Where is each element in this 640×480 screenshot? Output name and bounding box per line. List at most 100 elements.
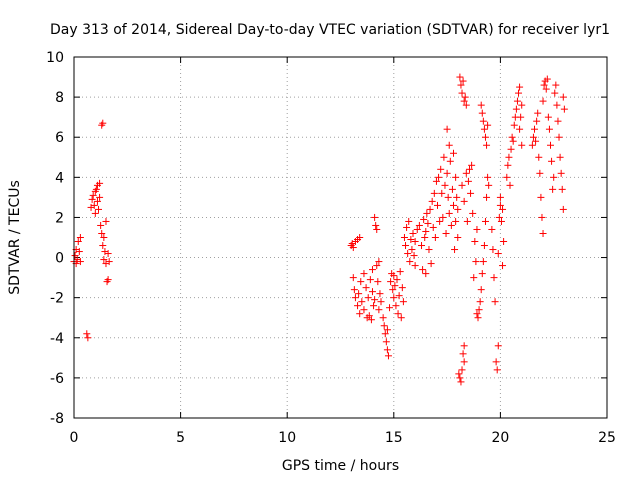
grid-lines (74, 57, 607, 418)
data-point (389, 286, 397, 294)
data-point (443, 169, 451, 177)
data-point (383, 326, 391, 334)
data-point (377, 298, 385, 306)
data-point (451, 246, 459, 254)
data-point (484, 121, 492, 129)
data-point (349, 244, 357, 252)
data-point (517, 113, 525, 121)
data-point (463, 217, 471, 225)
data-point (404, 250, 412, 258)
x-tick-label: 5 (176, 430, 185, 446)
data-point (426, 205, 434, 213)
data-point (96, 193, 104, 201)
data-point (362, 284, 370, 292)
data-point (396, 268, 404, 276)
data-point (460, 342, 468, 350)
data-point (425, 246, 433, 254)
data-point (516, 83, 524, 91)
data-point (515, 89, 523, 97)
data-point (542, 85, 550, 93)
y-axis-label: SDTVAR / TECUs (7, 180, 23, 295)
data-point (394, 310, 402, 318)
data-point (408, 246, 416, 254)
data-point (461, 93, 469, 101)
data-point (355, 290, 363, 298)
data-point (393, 276, 401, 284)
data-point (423, 209, 431, 217)
data-point (495, 213, 503, 221)
data-point (480, 125, 488, 133)
data-point (365, 312, 373, 320)
data-point (424, 219, 432, 227)
data-point (379, 314, 387, 322)
data-point (443, 125, 451, 133)
axis-ticks (73, 56, 608, 419)
data-point (557, 169, 565, 177)
data-point (74, 238, 82, 246)
data-point (491, 298, 499, 306)
data-point (481, 217, 489, 225)
data-point (458, 181, 466, 189)
y-tick-label: -2 (50, 291, 64, 307)
data-point (535, 153, 543, 161)
data-point (471, 238, 479, 246)
data-point (366, 276, 374, 284)
data-point (354, 302, 362, 310)
data-point (464, 177, 472, 185)
data-point (399, 298, 407, 306)
x-tick-label: 10 (278, 430, 296, 446)
data-point (395, 292, 403, 300)
data-point (368, 266, 376, 274)
data-point (447, 221, 455, 229)
data-point (479, 117, 487, 125)
data-point (429, 223, 437, 231)
data-point (458, 366, 466, 374)
data-point (398, 284, 406, 292)
data-point (84, 334, 92, 342)
data-point (558, 185, 566, 193)
data-point (83, 330, 91, 338)
data-point (512, 105, 520, 113)
data-point (462, 101, 470, 109)
data-point (556, 153, 564, 161)
data-point (539, 229, 547, 237)
chart-title: Day 313 of 2014, Sidereal Day-to-day VTE… (50, 22, 610, 38)
data-point (489, 246, 497, 254)
data-point (478, 270, 486, 278)
data-point (473, 310, 481, 318)
data-point (98, 229, 106, 237)
data-point (476, 298, 484, 306)
data-point (533, 117, 541, 125)
data-point (421, 234, 429, 241)
data-point (481, 133, 489, 141)
data-point (371, 296, 379, 304)
y-tick-label: 8 (55, 90, 64, 106)
data-point (509, 137, 517, 145)
data-point (518, 141, 526, 149)
data-point (490, 274, 498, 282)
data-point (468, 161, 476, 169)
data-point (483, 141, 491, 149)
data-point (76, 258, 84, 266)
y-tick-label: 2 (55, 210, 64, 226)
data-point (75, 248, 83, 256)
data-point (386, 304, 394, 312)
data-point (428, 197, 436, 205)
data-point (449, 149, 457, 157)
data-point (349, 274, 357, 282)
data-point (375, 258, 383, 266)
data-point (102, 217, 110, 225)
data-point (364, 294, 372, 302)
data-point (357, 278, 365, 286)
x-tick-label: 25 (598, 430, 616, 446)
data-point (370, 302, 378, 310)
data-point (453, 193, 461, 201)
data-point (445, 209, 453, 217)
data-point (484, 173, 492, 181)
data-point (415, 221, 423, 229)
data-point (532, 137, 540, 145)
data-point (494, 250, 502, 258)
data-point (373, 225, 381, 233)
data-point (402, 242, 410, 250)
